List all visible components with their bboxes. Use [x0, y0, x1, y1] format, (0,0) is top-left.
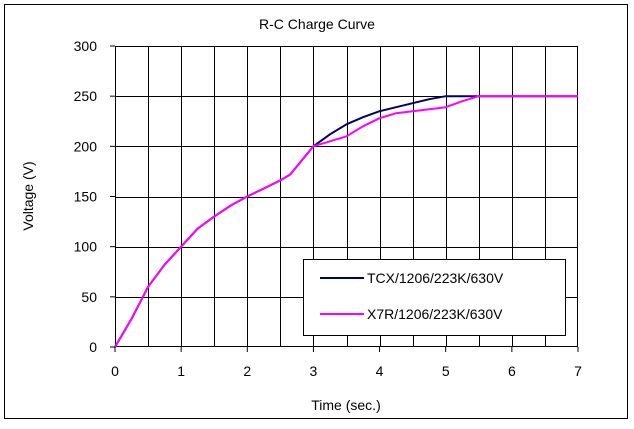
legend: TCX/1206/223K/630V X7R/1206/223K/630V: [303, 259, 566, 336]
x-tick-label: 0: [111, 363, 119, 379]
legend-box: [303, 259, 566, 336]
y-tick-label: 100: [74, 239, 98, 255]
chart-title: R-C Charge Curve: [259, 16, 375, 32]
x-tick-label: 6: [508, 363, 516, 379]
x-tick-label: 1: [177, 363, 185, 379]
series-line-x7r: [114, 95, 578, 348]
y-axis-title: Voltage (V): [20, 161, 36, 230]
x-tick-label: 2: [243, 363, 251, 379]
plot-frame: [115, 46, 578, 347]
legend-label-tcx: TCX/1206/223K/630V: [367, 270, 504, 286]
series-layer: [114, 95, 578, 348]
y-tick-label: 200: [74, 138, 98, 154]
x-axis-title: Time (sec.): [311, 397, 380, 413]
x-tick-label: 3: [310, 363, 318, 379]
y-tick-label: 150: [74, 189, 98, 205]
y-tick-label: 0: [89, 339, 97, 355]
tick-labels: 0 1 2 3 4 5 6 7 0 50 100 150 200 250 300: [74, 38, 582, 379]
x-tick-label: 7: [574, 363, 582, 379]
y-tick-label: 300: [74, 38, 98, 54]
legend-label-x7r: X7R/1206/223K/630V: [367, 306, 503, 322]
y-tick-label: 250: [74, 88, 98, 104]
y-tick-label: 50: [81, 289, 97, 305]
x-tick-label: 4: [376, 363, 384, 379]
x-tick-label: 5: [442, 363, 450, 379]
